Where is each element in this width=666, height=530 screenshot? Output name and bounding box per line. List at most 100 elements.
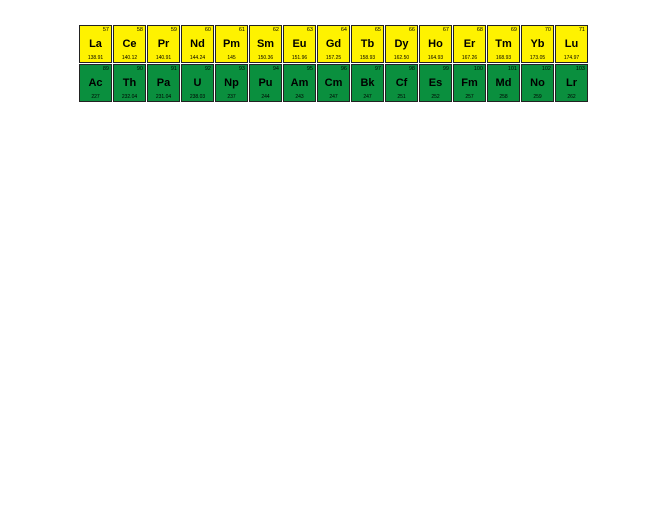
- atomic-number: 61: [217, 27, 246, 33]
- atomic-mass: 227: [81, 94, 110, 100]
- element-symbol: Nd: [183, 39, 212, 50]
- atomic-number: 59: [149, 27, 178, 33]
- element-cell-Cm: 96 Cm 247: [317, 64, 350, 102]
- atomic-mass: 259: [523, 94, 552, 100]
- element-symbol: Tb: [353, 39, 382, 50]
- element-cell-Nd: 60 Nd 144.24: [181, 25, 214, 63]
- atomic-number: 67: [421, 27, 450, 33]
- element-symbol: Ce: [115, 39, 144, 50]
- atomic-mass: 232.04: [115, 94, 144, 100]
- atomic-number: 70: [523, 27, 552, 33]
- atomic-number: 89: [81, 66, 110, 72]
- atomic-number: 92: [183, 66, 212, 72]
- atomic-number: 66: [387, 27, 416, 33]
- element-cell-Ac: 89 Ac 227: [79, 64, 112, 102]
- atomic-mass: 145: [217, 55, 246, 61]
- element-symbol: Gd: [319, 39, 348, 50]
- atomic-mass: 167.26: [455, 55, 484, 61]
- atomic-number: 69: [489, 27, 518, 33]
- element-symbol: No: [523, 78, 552, 89]
- element-symbol: Pa: [149, 78, 178, 89]
- element-cell-Pr: 59 Pr 140.91: [147, 25, 180, 63]
- atomic-number: 102: [523, 66, 552, 72]
- atomic-mass: 168.93: [489, 55, 518, 61]
- element-symbol: Tm: [489, 39, 518, 50]
- atomic-mass: 238.03: [183, 94, 212, 100]
- atomic-mass: 157.25: [319, 55, 348, 61]
- element-symbol: Lr: [557, 78, 586, 89]
- element-cell-Dy: 66 Dy 162.50: [385, 25, 418, 63]
- element-cell-Pu: 94 Pu 244: [249, 64, 282, 102]
- atomic-number: 100: [455, 66, 484, 72]
- atomic-number: 57: [81, 27, 110, 33]
- element-symbol: Th: [115, 78, 144, 89]
- element-cell-Ho: 67 Ho 164.93: [419, 25, 452, 63]
- atomic-mass: 174.97: [557, 55, 586, 61]
- atomic-number: 98: [387, 66, 416, 72]
- element-cell-Tm: 69 Tm 168.93: [487, 25, 520, 63]
- element-symbol: Dy: [387, 39, 416, 50]
- element-cell-Yb: 70 Yb 173.05: [521, 25, 554, 63]
- atomic-number: 96: [319, 66, 348, 72]
- atomic-mass: 237: [217, 94, 246, 100]
- atomic-number: 101: [489, 66, 518, 72]
- atomic-number: 71: [557, 27, 586, 33]
- atomic-mass: 140.91: [149, 55, 178, 61]
- atomic-number: 90: [115, 66, 144, 72]
- atomic-mass: 252: [421, 94, 450, 100]
- atomic-mass: 158.93: [353, 55, 382, 61]
- element-symbol: Fm: [455, 78, 484, 89]
- element-cell-Cf: 98 Cf 251: [385, 64, 418, 102]
- atomic-mass: 140.12: [115, 55, 144, 61]
- element-cell-Tb: 65 Tb 158.93: [351, 25, 384, 63]
- element-symbol: Np: [217, 78, 246, 89]
- element-cell-Np: 93 Np 237: [215, 64, 248, 102]
- element-symbol: Lu: [557, 39, 586, 50]
- atomic-mass: 251: [387, 94, 416, 100]
- element-cell-Er: 68 Er 167.26: [453, 25, 486, 63]
- element-cell-Bk: 97 Bk 247: [351, 64, 384, 102]
- element-symbol: U: [183, 78, 212, 89]
- element-cell-Pm: 61 Pm 145: [215, 25, 248, 63]
- atomic-mass: 138.91: [81, 55, 110, 61]
- element-cell-Md: 101 Md 258: [487, 64, 520, 102]
- element-symbol: Sm: [251, 39, 280, 50]
- element-cell-Fm: 100 Fm 257: [453, 64, 486, 102]
- atomic-mass: 247: [319, 94, 348, 100]
- atomic-number: 62: [251, 27, 280, 33]
- atomic-mass: 151.96: [285, 55, 314, 61]
- atomic-number: 99: [421, 66, 450, 72]
- element-cell-Lu: 71 Lu 174.97: [555, 25, 588, 63]
- atomic-number: 95: [285, 66, 314, 72]
- element-cell-Lr: 103 Lr 262: [555, 64, 588, 102]
- element-cell-Gd: 64 Gd 157.25: [317, 25, 350, 63]
- atomic-number: 63: [285, 27, 314, 33]
- atomic-mass: 244: [251, 94, 280, 100]
- element-symbol: Md: [489, 78, 518, 89]
- atomic-mass: 144.24: [183, 55, 212, 61]
- element-cell-Th: 90 Th 232.04: [113, 64, 146, 102]
- atomic-number: 91: [149, 66, 178, 72]
- element-symbol: Pm: [217, 39, 246, 50]
- element-cell-Es: 99 Es 252: [419, 64, 452, 102]
- element-cell-Eu: 63 Eu 151.96: [283, 25, 316, 63]
- element-symbol: Yb: [523, 39, 552, 50]
- element-cell-U: 92 U 238.03: [181, 64, 214, 102]
- element-cell-Sm: 62 Sm 150.36: [249, 25, 282, 63]
- element-cell-Ce: 58 Ce 140.12: [113, 25, 146, 63]
- element-symbol: Am: [285, 78, 314, 89]
- atomic-mass: 164.93: [421, 55, 450, 61]
- atomic-mass: 162.50: [387, 55, 416, 61]
- atomic-number: 65: [353, 27, 382, 33]
- atomic-number: 58: [115, 27, 144, 33]
- f-block: 57 La 138.91 58 Ce 140.12 59 Pr 140.91 6…: [78, 24, 658, 103]
- element-symbol: Ho: [421, 39, 450, 50]
- atomic-number: 64: [319, 27, 348, 33]
- atomic-number: 97: [353, 66, 382, 72]
- element-symbol: Es: [421, 78, 450, 89]
- atomic-mass: 150.36: [251, 55, 280, 61]
- atomic-mass: 258: [489, 94, 518, 100]
- element-symbol: La: [81, 39, 110, 50]
- atomic-number: 93: [217, 66, 246, 72]
- element-cell-La: 57 La 138.91: [79, 25, 112, 63]
